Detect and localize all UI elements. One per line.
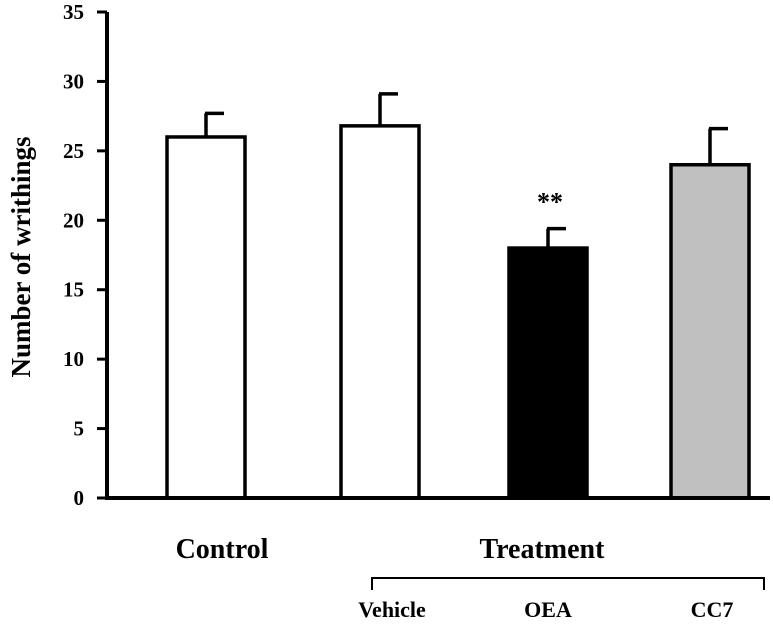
y-tick-label: 35 (63, 0, 84, 24)
y-axis-ticks: 0 5 10 15 20 25 30 35 (63, 0, 107, 510)
treatment-sub-label: OEA (524, 597, 572, 622)
y-tick-label: 5 (74, 417, 85, 441)
control-group-label: Control (176, 534, 269, 565)
treatment-bracket (371, 577, 765, 590)
treatment-group-label: Treatment (480, 534, 606, 565)
bar-vehicle (339, 124, 421, 500)
y-tick-label: 30 (63, 69, 84, 93)
treatment-sub-labels: Vehicle OEA CC7 (358, 597, 733, 622)
y-tick-label: 20 (63, 208, 84, 232)
y-tick-label: 25 (63, 139, 84, 163)
annotations-layer: ** (537, 188, 563, 217)
y-axis-title: Number of writhings (6, 136, 36, 377)
treatment-sub-label: Vehicle (358, 597, 426, 622)
y-tick-label: 0 (74, 486, 85, 510)
y-tick-label: 15 (63, 278, 84, 302)
error-bars-layer (204, 92, 728, 249)
significance-marker: ** (537, 188, 563, 217)
bar-control (165, 135, 247, 500)
y-tick-label: 10 (63, 347, 84, 371)
bars-layer (165, 124, 751, 500)
bar-oea (507, 246, 589, 500)
treatment-sub-label: CC7 (691, 597, 734, 622)
bar-cc7 (669, 162, 751, 500)
